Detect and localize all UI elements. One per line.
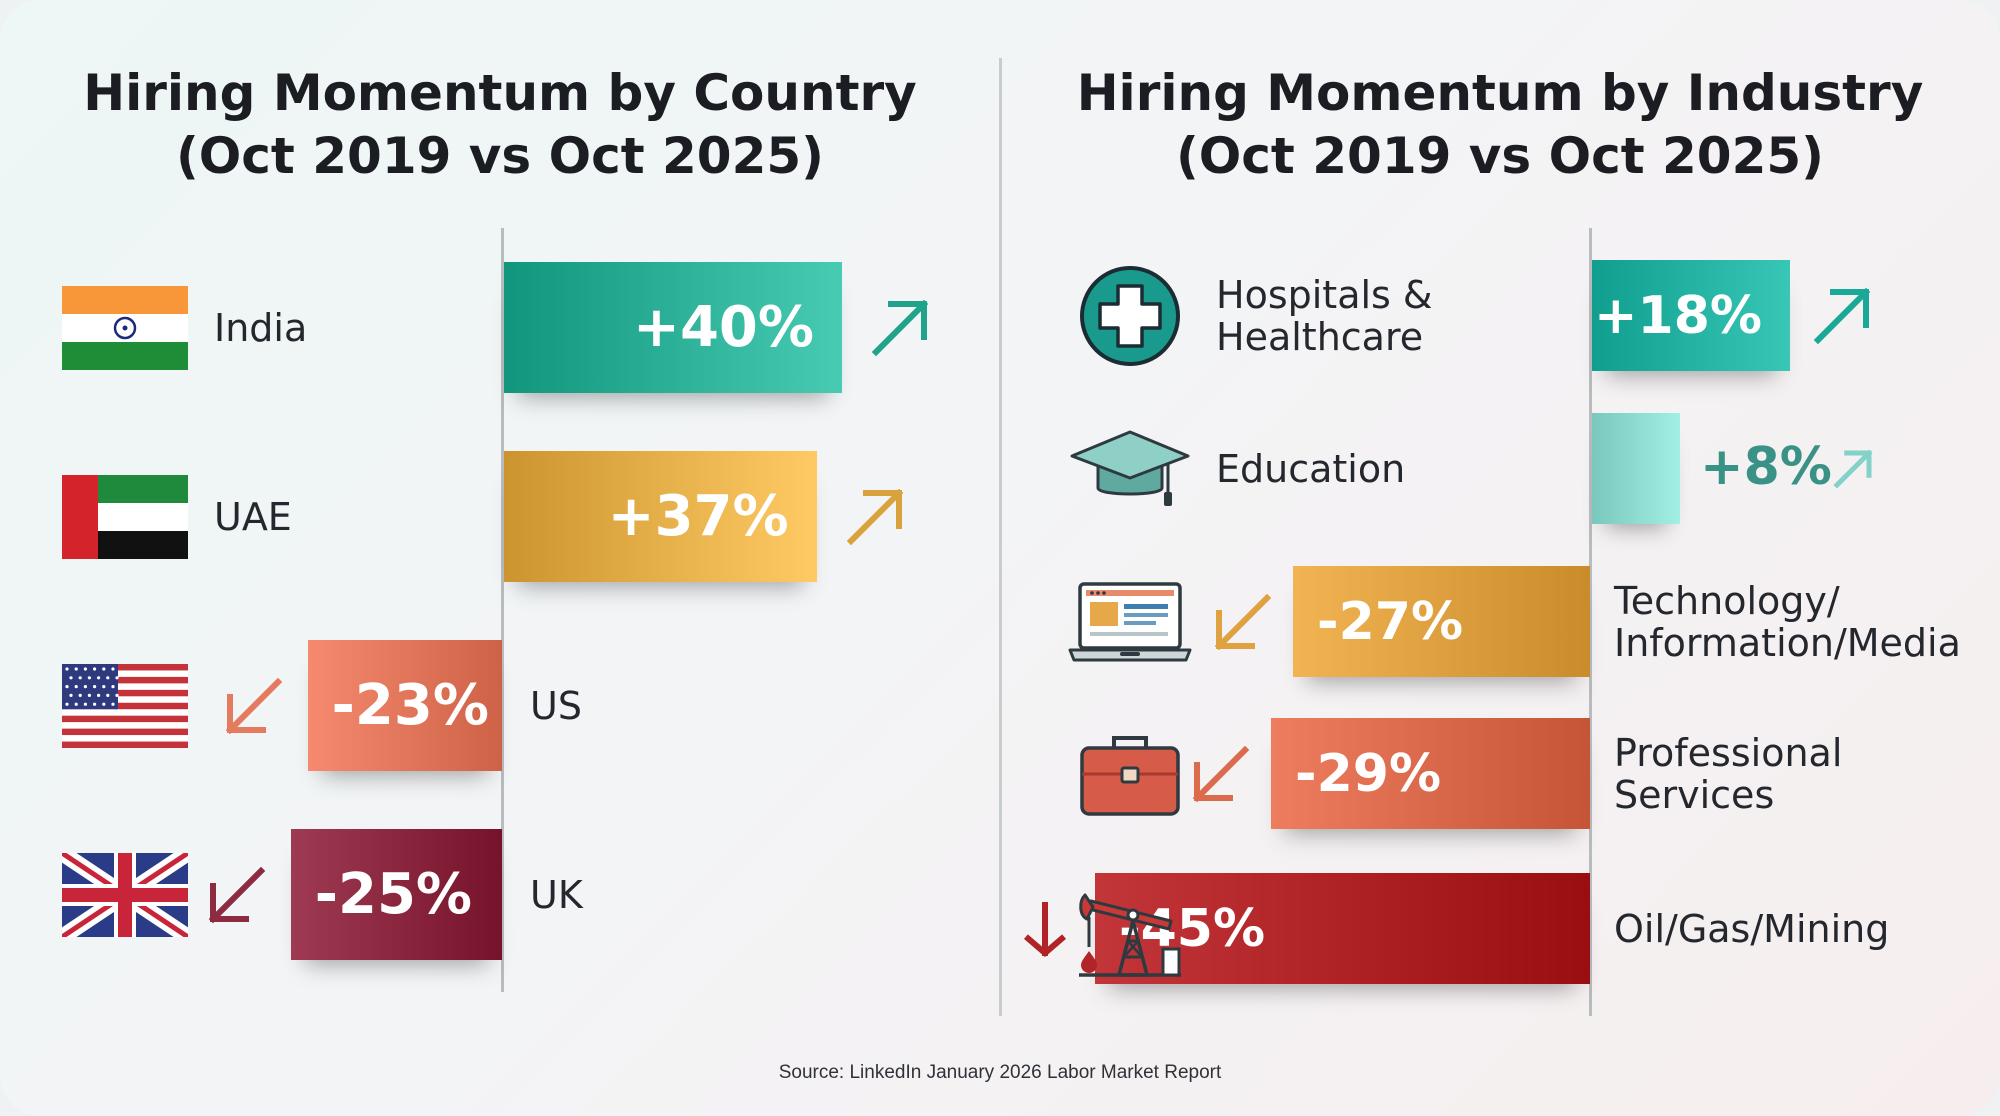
industry-bar: [1592, 413, 1680, 524]
country-flag: [57, 845, 193, 944]
industry-label-line: Professional: [1614, 730, 1843, 775]
medical-cross-icon: [1080, 265, 1180, 366]
industry-bar: +18%: [1592, 260, 1790, 371]
arrow-up-right-icon: [870, 298, 930, 362]
panel-divider: [999, 58, 1002, 1016]
arrow-down-left-icon: [1191, 744, 1251, 808]
uk-flag: [57, 845, 193, 944]
briefcase-icon: [1080, 735, 1180, 816]
arrow-down-left-icon: [225, 677, 282, 734]
arrow-down-left-icon: [1213, 592, 1273, 656]
industry-label: Oil/Gas/Mining: [1614, 908, 1889, 950]
arrow-down-left-icon: [1214, 593, 1272, 650]
arrow-up-right-icon: [1813, 287, 1871, 344]
source-note: Source: LinkedIn January 2026 Labor Mark…: [778, 1062, 1222, 1083]
industry-label: Hospitals & Healthcare: [1216, 274, 1433, 358]
industry-bar: -27%: [1293, 566, 1590, 677]
graduation-cap-icon: [1070, 430, 1190, 506]
industry-title-line2: (Oct 2019 vs Oct 2025): [1175, 127, 1825, 185]
country-bar: +37%: [504, 451, 817, 582]
industry-label-line: Information/Media: [1614, 620, 1961, 665]
arrow-up-right-icon: [845, 487, 905, 551]
oil-pump-icon: [1075, 877, 1185, 985]
country-bar: -23%: [307, 640, 502, 771]
arrow-down-icon: [1023, 901, 1067, 957]
industry-title-line1: Hiring Momentum by Industry: [1076, 64, 1924, 122]
industry-label-line: Hospitals &: [1216, 272, 1433, 317]
industry-label-line: Healthcare: [1216, 314, 1424, 359]
country-flag: [62, 663, 188, 752]
industry-label-line: Oil/Gas/Mining: [1614, 906, 1890, 951]
laptop-icon: [1068, 581, 1192, 661]
arrow-up-right-icon: [871, 299, 929, 356]
country-bar-value: +40%: [633, 295, 814, 360]
country-label: UK: [530, 872, 583, 917]
india-flag: [62, 285, 188, 370]
medical-cross-icon: [1078, 264, 1182, 372]
laptop-icon: [1068, 580, 1192, 668]
country-label: US: [530, 683, 582, 728]
country-title-line1: Hiring Momentum by Country: [83, 64, 917, 122]
industry-bar-value: -29%: [1295, 743, 1442, 804]
arrow-up-right-icon: [846, 488, 903, 545]
industry-label: Technology/Information/Media: [1614, 580, 1961, 664]
industry-bar-value: +8%: [1700, 436, 1832, 497]
industry-label-line: Technology/: [1614, 578, 1840, 623]
arrow-up-right-icon: [1833, 448, 1873, 489]
country-title-line2: (Oct 2019 vs Oct 2025): [175, 127, 825, 185]
country-bar-value: -23%: [331, 673, 489, 738]
industry-label-line: Education: [1216, 446, 1406, 491]
arrow-down-left-icon: [207, 865, 267, 929]
graduation-cap-icon: [1068, 426, 1192, 516]
industry-bar-value: -45%: [1119, 898, 1266, 959]
arrow-down-left-icon: [208, 866, 265, 923]
arrow-down-icon: [1015, 899, 1075, 963]
industry-label: Professional Services: [1614, 732, 1842, 816]
industry-label-line: Services: [1614, 772, 1775, 817]
country-axis-line: [501, 228, 504, 992]
country-bar-value: -25%: [314, 862, 473, 927]
industry-axis-line: [1589, 228, 1592, 1016]
uae-flag: [62, 474, 188, 559]
arrow-down-left-icon: [224, 676, 284, 740]
country-bar: +40%: [504, 262, 842, 393]
briefcase-icon: [1078, 730, 1182, 822]
industry-bar-value: -27%: [1317, 591, 1464, 652]
us-flag: [62, 663, 188, 748]
country-bar-value: +37%: [607, 484, 789, 549]
country-label: UAE: [214, 494, 292, 539]
country-flag: [62, 474, 188, 563]
arrow-up-right-icon: [1812, 286, 1872, 350]
country-bar: -25%: [290, 829, 502, 960]
arrow-down-left-icon: [1192, 745, 1250, 802]
industry-bar: -29%: [1271, 718, 1590, 829]
industry-bar-value: +18%: [1593, 285, 1762, 346]
industry-chart-title: Hiring Momentum by Industry (Oct 2019 vs…: [1040, 62, 1960, 188]
country-label: India: [214, 305, 308, 350]
country-flag: [62, 285, 188, 374]
oil-pump-icon: [1079, 893, 1181, 977]
country-chart-title: Hiring Momentum by Country (Oct 2019 vs …: [40, 62, 960, 188]
industry-label: Education: [1216, 448, 1405, 490]
arrow-up-right-icon: [1832, 448, 1874, 494]
